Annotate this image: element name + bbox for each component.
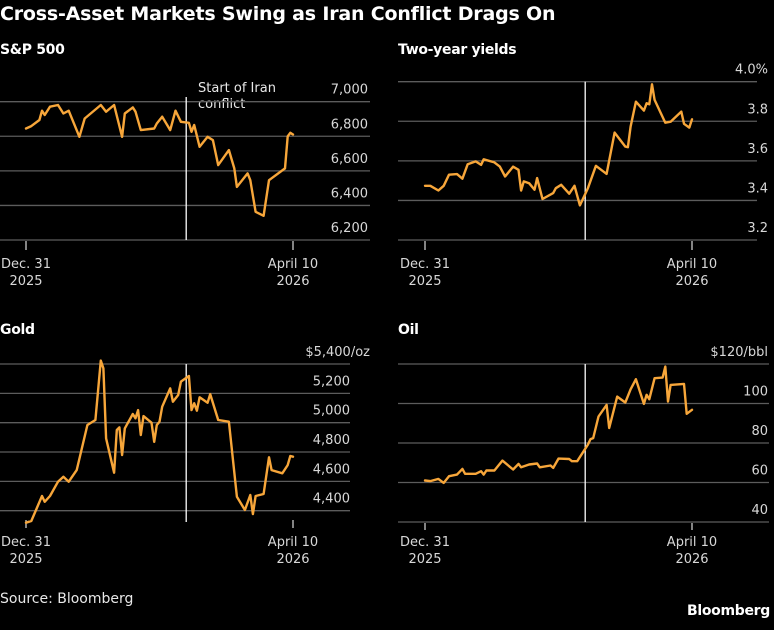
x-tick-label: 2025 xyxy=(408,552,441,567)
x-tick-label: April 10 xyxy=(268,257,318,272)
y-tick-label: 4.0% xyxy=(735,63,768,78)
panel-gold: $5,400/oz 5,200 5,000 4,800 4,600 4,400 Dec. 3… xyxy=(0,345,370,567)
x-tick-label: April 10 xyxy=(667,535,717,550)
x-tick-label: 2025 xyxy=(408,274,441,289)
series-line-two-year-yields xyxy=(423,83,694,207)
y-tick-label: 80 xyxy=(751,424,768,439)
series-line-gold xyxy=(24,359,295,524)
y-tick-label: 4,600 xyxy=(313,462,350,477)
y-tick-label: 6,600 xyxy=(331,152,368,167)
event-annotation: Start of Iran conflict xyxy=(198,81,276,112)
panel-oil: $120/bbl 100 80 60 40 Dec. 31 2025 April 10 2026 xyxy=(398,345,769,567)
x-tick-label: April 10 xyxy=(268,535,318,550)
y-tick-label: 6,800 xyxy=(331,117,368,132)
y-tick-label: 3.4 xyxy=(747,181,768,196)
panel-title-two-year-yields: Two-year yields xyxy=(398,42,517,58)
x-tick-label: 2025 xyxy=(9,274,42,289)
series-line-oil xyxy=(423,365,694,485)
x-tick-label: Dec. 31 xyxy=(1,257,51,272)
x-tick-label: 2026 xyxy=(675,552,708,567)
panel-title-sp500: S&P 500 xyxy=(0,42,65,58)
source-note: Source: Bloomberg xyxy=(0,591,134,607)
panel-title-oil: Oil xyxy=(398,322,419,338)
y-tick-label: 6,400 xyxy=(331,186,368,201)
y-tick-label: 6,200 xyxy=(331,221,368,236)
y-tick-label: 7,000 xyxy=(331,83,368,98)
x-tick-label: 2026 xyxy=(276,274,309,289)
panel-two-year-yields: 4.0% 3.8 3.6 3.4 3.2 Dec. 31 2025 April 10 2026 xyxy=(398,63,768,289)
panel-title-gold: Gold xyxy=(0,322,35,338)
x-tick-label: Dec. 31 xyxy=(400,257,450,272)
y-tick-label: 3.6 xyxy=(747,142,768,157)
chart-title: Cross-Asset Markets Swing as Iran Confli… xyxy=(0,3,556,25)
y-tick-label: 4,800 xyxy=(313,433,350,448)
series-line-sp500 xyxy=(24,103,295,218)
bloomberg-logo: Bloomberg xyxy=(686,603,770,619)
y-tick-label: 3.8 xyxy=(747,102,768,117)
y-tick-label: 40 xyxy=(751,503,768,518)
y-tick-label: $120/bbl xyxy=(710,345,768,360)
y-tick-label: 4,400 xyxy=(313,492,350,507)
x-tick-label: Dec. 31 xyxy=(1,535,51,550)
panel-sp500: 7,000 6,800 6,600 6,400 6,200 Dec. 31 2025 Apri… xyxy=(0,83,370,289)
x-tick-label: April 10 xyxy=(667,257,717,272)
y-tick-label: $5,400/oz xyxy=(305,345,370,360)
y-tick-label: 3.2 xyxy=(747,221,768,236)
x-tick-label: 2026 xyxy=(675,274,708,289)
y-tick-label: 5,000 xyxy=(313,404,350,419)
y-tick-label: 60 xyxy=(751,464,768,479)
x-tick-label: 2026 xyxy=(276,552,309,567)
y-tick-label: 5,200 xyxy=(313,374,350,389)
y-tick-label: 100 xyxy=(743,385,768,400)
x-tick-label: 2025 xyxy=(9,552,42,567)
x-tick-label: Dec. 31 xyxy=(400,535,450,550)
